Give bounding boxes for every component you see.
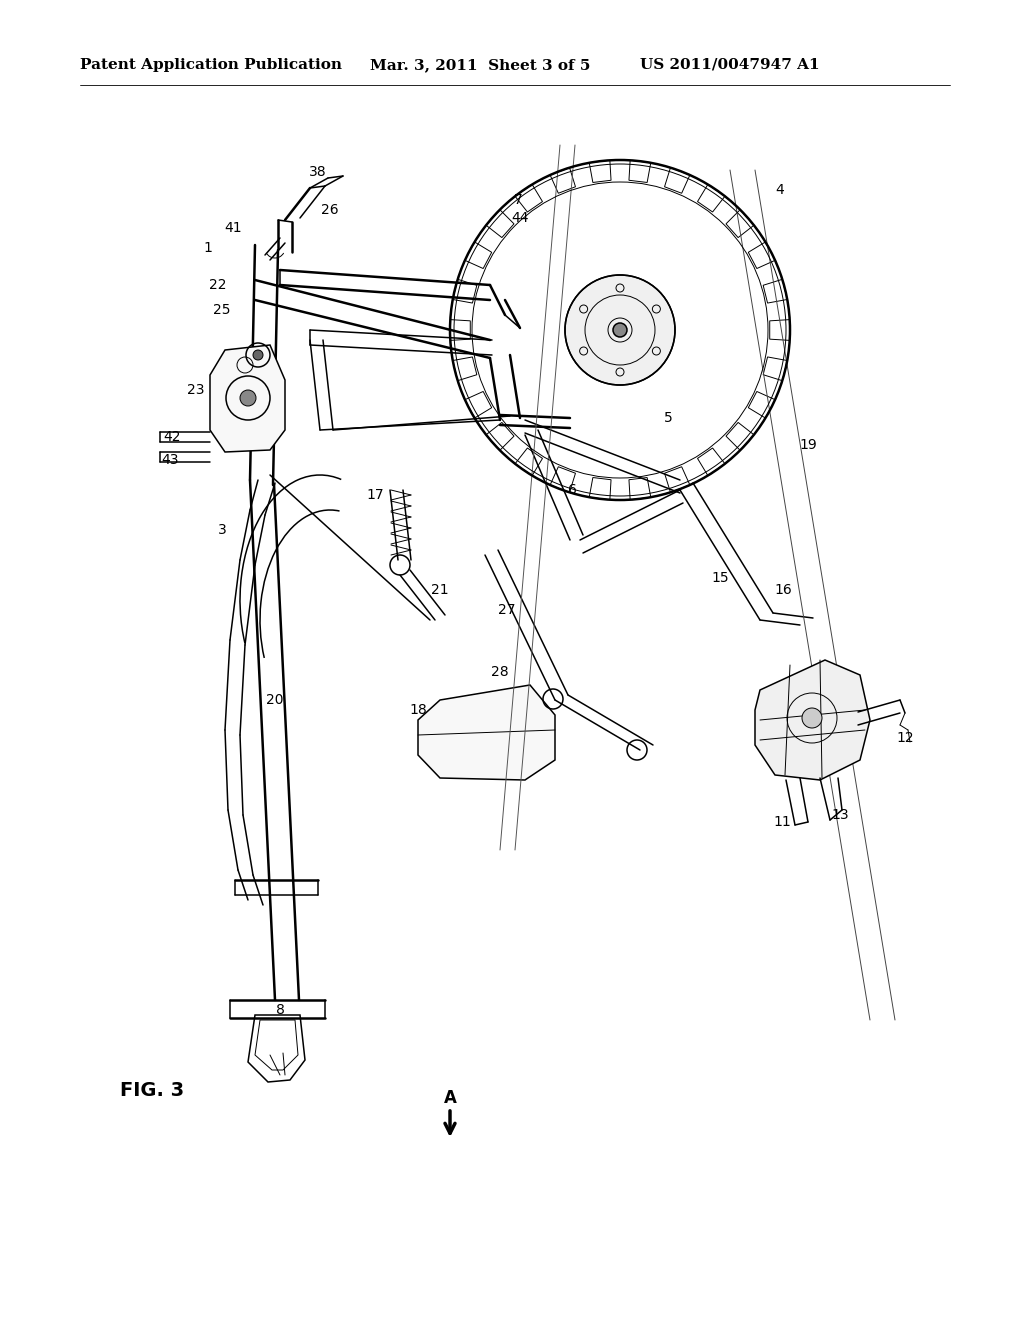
Text: 44: 44 [511,211,528,224]
Text: 41: 41 [224,220,242,235]
Text: 7: 7 [514,193,522,207]
Text: 26: 26 [322,203,339,216]
Polygon shape [418,685,555,780]
Text: 22: 22 [209,279,226,292]
Text: 5: 5 [664,411,673,425]
Text: 43: 43 [161,453,179,467]
Text: 16: 16 [774,583,792,597]
Text: 27: 27 [499,603,516,616]
Text: 15: 15 [712,572,729,585]
Text: 12: 12 [896,731,913,744]
Text: 3: 3 [218,523,226,537]
Polygon shape [210,345,285,451]
Text: Mar. 3, 2011  Sheet 3 of 5: Mar. 3, 2011 Sheet 3 of 5 [370,58,591,73]
Circle shape [802,708,822,729]
Text: FIG. 3: FIG. 3 [120,1081,184,1100]
Text: 28: 28 [492,665,509,678]
Text: 18: 18 [410,704,427,717]
Text: 13: 13 [831,808,849,822]
Text: 19: 19 [799,438,817,451]
Text: 11: 11 [773,814,791,829]
Circle shape [613,323,627,337]
Text: 25: 25 [213,304,230,317]
Text: A: A [443,1089,457,1107]
Text: 6: 6 [567,483,577,498]
Text: 4: 4 [775,183,784,197]
Text: 20: 20 [266,693,284,708]
Circle shape [240,389,256,407]
Text: Patent Application Publication: Patent Application Publication [80,58,342,73]
Text: 23: 23 [187,383,205,397]
Text: 8: 8 [275,1003,285,1016]
Text: 17: 17 [367,488,384,502]
Text: 42: 42 [163,430,181,444]
Circle shape [253,350,263,360]
Polygon shape [755,660,870,780]
Text: 21: 21 [431,583,449,597]
Text: US 2011/0047947 A1: US 2011/0047947 A1 [640,58,819,73]
Circle shape [565,275,675,385]
Text: 1: 1 [204,242,212,255]
Text: 38: 38 [309,165,327,180]
